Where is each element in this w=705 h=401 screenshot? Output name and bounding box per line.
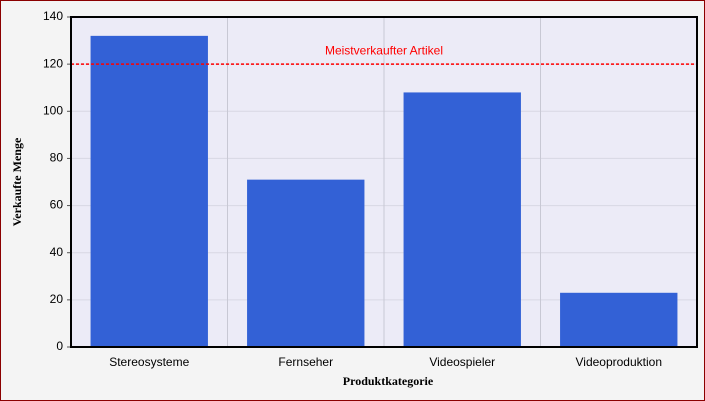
y-tick-label: 140 [43, 9, 63, 23]
bar [403, 92, 521, 347]
bar [247, 179, 365, 347]
y-tick-label: 80 [50, 151, 64, 165]
x-tick-label: Videoproduktion [575, 355, 662, 369]
reference-label: Meistverkaufter Artikel [325, 43, 443, 57]
y-tick-label: 20 [50, 292, 64, 306]
y-tick-label: 40 [50, 245, 64, 259]
x-tick-label: Fernseher [278, 355, 333, 369]
y-tick-label: 0 [56, 339, 63, 353]
x-tick-label: Videospieler [429, 355, 495, 369]
bar [560, 292, 678, 347]
y-tick-label: 100 [43, 103, 63, 117]
y-axis-title: Verkaufte Menge [10, 137, 24, 226]
bar [90, 35, 208, 347]
y-tick-label: 120 [43, 56, 63, 70]
x-axis-title: Produktkategorie [343, 374, 434, 388]
plot-border [70, 16, 698, 348]
y-tick-label: 60 [50, 198, 64, 212]
x-tick-label: Stereosysteme [109, 355, 189, 369]
